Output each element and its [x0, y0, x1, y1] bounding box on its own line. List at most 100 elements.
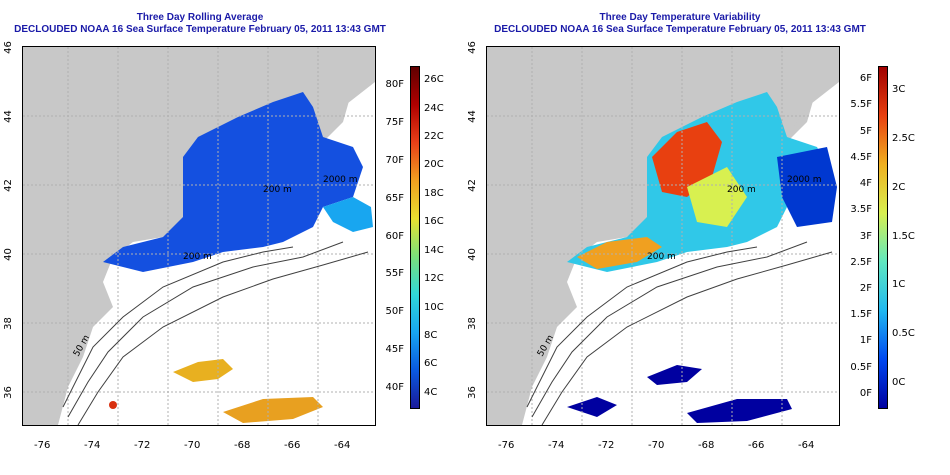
colorbar-label-c-1.5c: 1.5C: [892, 230, 915, 242]
panel-title-variability: Three Day Temperature Variability DECLOU…: [450, 12, 910, 36]
var-region-east: [777, 147, 837, 227]
colorbar-label-f-75f: 75F: [385, 116, 404, 128]
colorbar-label-c-1c: 1C: [892, 279, 906, 291]
colorbar-label-f-1f: 1F: [859, 335, 872, 347]
colorbar-label-c-2c: 2C: [892, 181, 906, 193]
var-low-2: [687, 399, 792, 423]
title-line2: DECLOUDED NOAA 16 Sea Surface Temperatur…: [494, 24, 866, 35]
y-tick-46: 46: [2, 41, 14, 54]
colorbar-label-c-14c: 14C: [424, 244, 444, 256]
map-variability: 50 m 200 m 200 m 2000 m: [486, 46, 840, 426]
y-tick-36: 36: [466, 386, 478, 399]
map-average: 50 m 200 m 200 m 2000 m: [22, 46, 376, 426]
sst-average-east: [323, 197, 373, 232]
land-mass: [487, 47, 839, 425]
y-tick-46: 46: [466, 41, 478, 54]
x-tick--72: -72: [134, 440, 151, 451]
colorbar-label-f-65f: 65F: [385, 192, 404, 204]
colorbar-label-c-24c: 24C: [424, 102, 444, 114]
colorbar-label-c-0.5c: 0.5C: [892, 327, 915, 339]
colorbar-label-c-10c: 10C: [424, 301, 444, 313]
colorbar-label-f-40f: 40F: [385, 382, 404, 394]
warm-patch-2: [223, 397, 323, 423]
colorbar-label-f-2f: 2F: [859, 282, 872, 294]
var-low-3: [567, 397, 617, 417]
bathymetry-contour-200: [531, 241, 808, 418]
warm-patch-3: [109, 401, 117, 409]
colorbar-label-f-6f: 6F: [859, 73, 872, 85]
colorbar-label-f-45f: 45F: [385, 344, 404, 356]
colorbar-label-f-0f: 0F: [859, 387, 872, 399]
title-line1: Three Day Temperature Variability: [599, 12, 761, 23]
colorbar-label-f-80f: 80F: [385, 78, 404, 90]
x-tick--64: -64: [334, 440, 351, 451]
contour-label-2000m: 2000 m: [787, 175, 822, 185]
y-tick-36: 36: [2, 386, 14, 399]
x-tick--74: -74: [548, 440, 565, 451]
x-tick--76: -76: [34, 440, 51, 451]
colorbar-label-f-3f: 3F: [859, 230, 872, 242]
contour-label-200m: 200 m: [647, 252, 676, 262]
var-low-1: [647, 365, 702, 385]
colorbar-average: [410, 66, 420, 409]
colorbar-label-c-18c: 18C: [424, 187, 444, 199]
colorbar-label-c-12c: 12C: [424, 273, 444, 285]
map-average-svg: 50 m 200 m 200 m 2000 m: [23, 47, 375, 425]
contour-label-200m-b: 200 m: [263, 185, 292, 195]
colorbar-label-c-6c: 6C: [424, 358, 438, 370]
colorbar-label-c-16c: 16C: [424, 216, 444, 228]
bathymetry-contour-50: [62, 246, 294, 408]
title-line2: DECLOUDED NOAA 16 Sea Surface Temperatur…: [14, 24, 386, 35]
colorbar-label-c-20c: 20C: [424, 159, 444, 171]
colorbar-label-f-60f: 60F: [385, 230, 404, 242]
y-tick-40: 40: [466, 248, 478, 261]
x-tick--72: -72: [598, 440, 615, 451]
colorbar-label-c-3c: 3C: [892, 84, 906, 96]
colorbar-label-c-0c: 0C: [892, 376, 906, 388]
land-mass: [23, 47, 375, 425]
colorbar-label-c-2.5c: 2.5C: [892, 133, 915, 145]
contour-label-2000m: 2000 m: [323, 175, 358, 185]
colorbar-label-c-4c: 4C: [424, 386, 438, 398]
y-tick-42: 42: [466, 179, 478, 192]
sst-average-region: [103, 92, 363, 272]
colorbar-label-f-5.5f: 5.5F: [850, 99, 872, 111]
colorbar-label-f-50f: 50F: [385, 306, 404, 318]
colorbar-label-f-4f: 4F: [859, 178, 872, 190]
colorbar-label-c-22c: 22C: [424, 131, 444, 143]
y-tick-40: 40: [2, 248, 14, 261]
y-tick-44: 44: [466, 110, 478, 123]
bathymetry-contour-2000: [541, 251, 833, 425]
y-tick-42: 42: [2, 179, 14, 192]
x-tick--70: -70: [184, 440, 201, 451]
panel-title-average: Three Day Rolling Average DECLOUDED NOAA…: [0, 12, 400, 36]
colorbar-label-f-55f: 55F: [385, 268, 404, 280]
x-tick--66: -66: [748, 440, 765, 451]
colorbar-label-f-2.5f: 2.5F: [850, 256, 872, 268]
x-tick--66: -66: [284, 440, 301, 451]
colorbar-label-f-3.5f: 3.5F: [850, 204, 872, 216]
bathymetry-contour-2000: [77, 251, 369, 425]
x-tick--70: -70: [648, 440, 665, 451]
x-tick--68: -68: [234, 440, 251, 451]
colorbar-label-c-8c: 8C: [424, 329, 438, 341]
bathymetry-contour-50: [526, 246, 758, 408]
colorbar-label-f-5f: 5F: [859, 125, 872, 137]
x-tick--74: -74: [84, 440, 101, 451]
colorbar-label-f-70f: 70F: [385, 154, 404, 166]
colorbar-label-c-26c: 26C: [424, 74, 444, 86]
colorbar-variability: [878, 66, 888, 409]
contour-label-200m-b: 200 m: [727, 185, 756, 195]
contour-label-200m: 200 m: [183, 252, 212, 262]
colorbar-label-f-0.5f: 0.5F: [850, 361, 872, 373]
y-tick-38: 38: [466, 317, 478, 330]
colorbar-label-f-4.5f: 4.5F: [850, 151, 872, 163]
x-tick--64: -64: [798, 440, 815, 451]
x-tick--68: -68: [698, 440, 715, 451]
x-tick--76: -76: [498, 440, 515, 451]
colorbar-label-f-1.5f: 1.5F: [850, 309, 872, 321]
map-variability-svg: 50 m 200 m 200 m 2000 m: [487, 47, 839, 425]
y-tick-44: 44: [2, 110, 14, 123]
title-line1: Three Day Rolling Average: [136, 12, 264, 23]
bathymetry-contour-200: [67, 241, 344, 418]
